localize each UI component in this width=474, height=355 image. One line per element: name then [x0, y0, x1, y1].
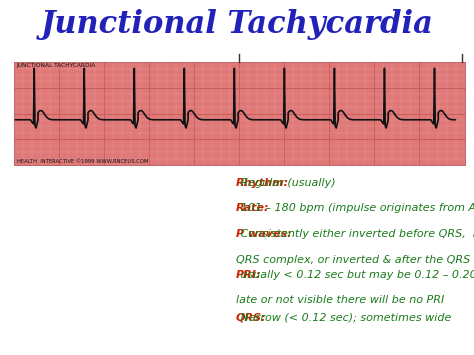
Text: Narrow (< 0.12 sec); sometimes wide: Narrow (< 0.12 sec); sometimes wide [237, 312, 451, 322]
Text: Rate:: Rate: [236, 203, 270, 213]
Text: usually < 0.12 sec but may be 0.12 – 0.20 sec; if P wave is: usually < 0.12 sec but may be 0.12 – 0.2… [237, 270, 474, 280]
Text: Junctional Tachycardia: Junctional Tachycardia [41, 9, 433, 40]
Text: 101 – 180 bpm (impulse originates from AV junction): 101 – 180 bpm (impulse originates from A… [237, 203, 474, 213]
Bar [14, 62, 465, 165]
Text: Rhythm:: Rhythm: [236, 178, 289, 187]
Text: PRI:: PRI: [236, 270, 261, 280]
Text: Regular (usually): Regular (usually) [237, 178, 336, 187]
Text: HEALTH  INTERACTIVE ©1999 WWW.RNCEUS.COM: HEALTH INTERACTIVE ©1999 WWW.RNCEUS.COM [17, 159, 148, 164]
Text: JUNCTIONAL TACHYCARDIA: JUNCTIONAL TACHYCARDIA [17, 63, 96, 68]
Text: P waves:: P waves: [236, 229, 292, 239]
Text: late or not visible there will be no PRI: late or not visible there will be no PRI [237, 295, 445, 305]
Text: Consistently either inverted before QRS,  hidden in: Consistently either inverted before QRS,… [237, 229, 474, 239]
Text: QRS complex, or inverted & after the QRS complex: QRS complex, or inverted & after the QRS… [237, 255, 474, 265]
Text: QRS:: QRS: [236, 312, 266, 322]
